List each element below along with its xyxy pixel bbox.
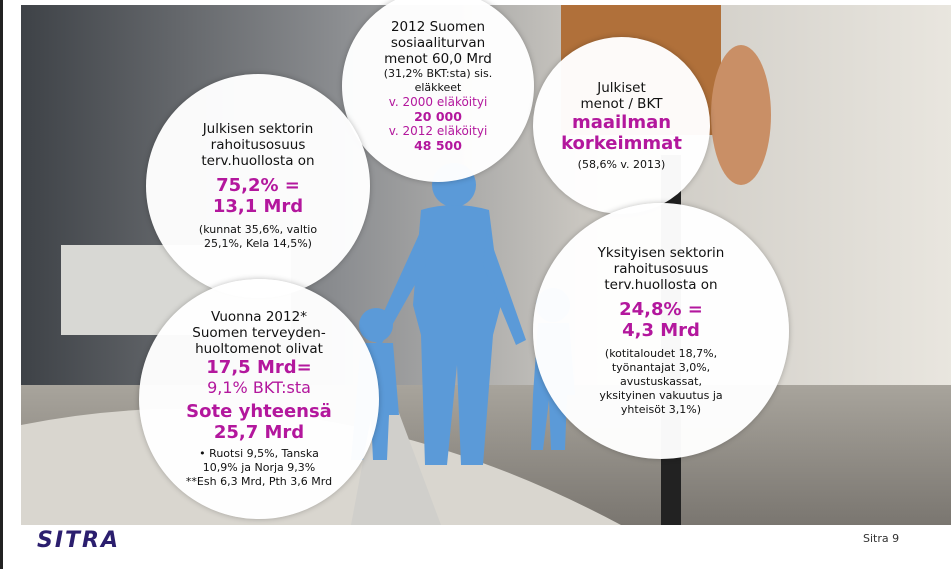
text: 13,1 Mrd	[213, 196, 303, 217]
text: (kunnat 35,6%, valtio	[199, 223, 317, 237]
text: Suomen terveyden-	[192, 325, 325, 341]
text: 48 500	[414, 138, 462, 153]
text: Julkisen sektorin	[203, 121, 314, 137]
text: työnantajat 3,0%,	[612, 361, 710, 375]
text: rahoitusosuus	[211, 137, 306, 153]
text: 24,8% =	[619, 299, 703, 320]
text: eläkkeet	[415, 81, 462, 95]
text: yhteisöt 3,1%)	[621, 403, 701, 417]
text: **Esh 6,3 Mrd, Pth 3,6 Mrd	[186, 475, 332, 489]
text: 2012 Suomen	[391, 19, 485, 35]
text: yksityinen vakuutus ja	[599, 389, 722, 403]
text: avustuskassat,	[620, 375, 702, 389]
text: Julkiset	[597, 80, 646, 96]
text: terv.huollosta on	[201, 153, 314, 169]
text: (58,6% v. 2013)	[578, 158, 666, 172]
text: 25,7 Mrd	[214, 422, 304, 443]
text: terv.huollosta on	[604, 277, 717, 293]
text: 20 000	[414, 109, 462, 124]
circle-private-sector: Yksityisen sektorin rahoitusosuus terv.h…	[533, 203, 789, 459]
text: v. 2000 eläköityi	[389, 95, 488, 109]
logo: SITRA	[37, 528, 120, 553]
text: Ruotsi 9,5%, Tanska	[199, 447, 319, 461]
text: (31,2% BKT:sta) sis.	[384, 67, 492, 81]
circle-health-expenditure: Vuonna 2012* Suomen terveyden- huoltomen…	[139, 279, 379, 519]
text: sosiaaliturvan	[391, 35, 485, 51]
text: Sote yhteensä	[186, 401, 332, 422]
text: Yksityisen sektorin	[598, 245, 725, 261]
text: 25,1%, Kela 14,5%)	[204, 237, 312, 251]
text: rahoitusosuus	[614, 261, 709, 277]
text: 10,9% ja Norja 9,3%	[203, 461, 315, 475]
text: v. 2012 eläköityi	[389, 124, 488, 138]
text: huoltomenot olivat	[195, 341, 323, 357]
text: Vuonna 2012*	[211, 309, 307, 325]
text: maailman	[572, 112, 671, 133]
text: 75,2% =	[216, 175, 300, 196]
text: 4,3 Mrd	[622, 320, 700, 341]
circle-public-expenditure: Julkiset menot / BKT maailman korkeimmat…	[533, 37, 710, 214]
circle-public-sector: Julkisen sektorin rahoitusosuus terv.huo…	[146, 74, 370, 298]
text: korkeimmat	[561, 133, 682, 154]
text: 9,1% BKT:sta	[207, 378, 311, 397]
text: menot 60,0 Mrd	[384, 51, 492, 67]
footer: Sitra 9	[863, 532, 899, 545]
text: menot / BKT	[580, 96, 662, 112]
text: 17,5 Mrd=	[206, 357, 311, 378]
slide: 2012 Suomen sosiaaliturvan menot 60,0 Mr…	[0, 0, 951, 569]
text: (kotitaloudet 18,7%,	[605, 347, 717, 361]
